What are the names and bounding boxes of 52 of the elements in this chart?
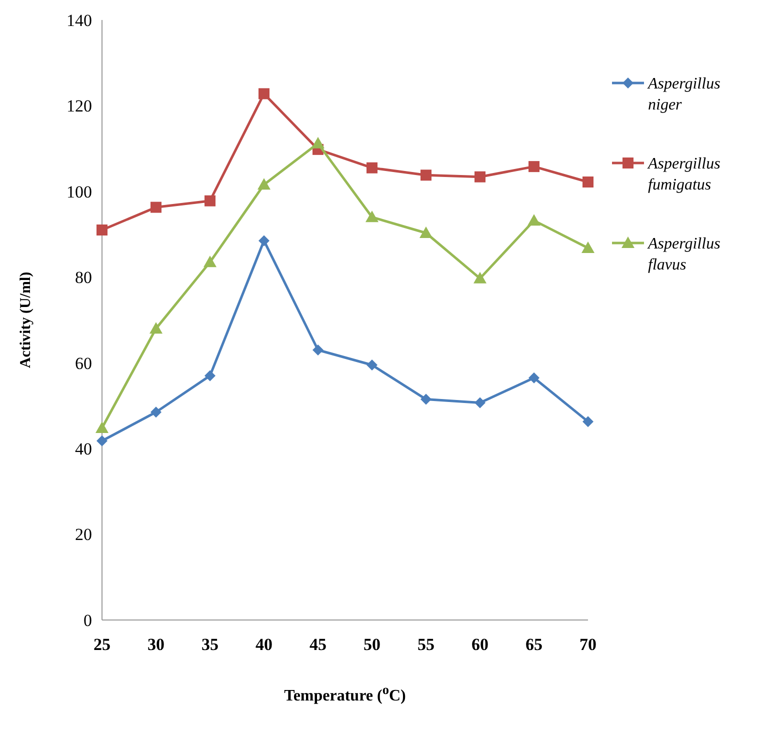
point <box>582 242 594 253</box>
x-tick-label: 45 <box>310 635 326 654</box>
point <box>204 370 216 382</box>
x-tick-label: 55 <box>418 635 434 654</box>
point <box>474 272 486 284</box>
point <box>366 210 378 222</box>
point <box>258 178 270 190</box>
point <box>366 162 378 174</box>
point <box>366 360 378 370</box>
y-tick-label: 20 <box>75 525 92 544</box>
point <box>528 161 540 172</box>
point <box>420 170 432 181</box>
x-tick-label: 65 <box>526 635 542 654</box>
point <box>204 256 216 268</box>
point <box>528 372 540 384</box>
y-axis-title: Activity (U/ml) <box>18 272 34 368</box>
point <box>150 322 162 334</box>
point <box>420 394 432 405</box>
point <box>204 195 216 206</box>
point <box>150 202 162 213</box>
y-tick-label: 100 <box>66 182 92 202</box>
x-tick-label: 50 <box>364 635 380 654</box>
point <box>258 88 270 100</box>
point <box>96 224 108 236</box>
point <box>420 226 432 238</box>
y-tick-label: 60 <box>75 354 92 373</box>
point <box>582 176 594 188</box>
y-tick-label: 80 <box>75 268 92 288</box>
x-tick-label: 25 <box>94 635 110 654</box>
y-tick-label: 0 <box>84 610 92 630</box>
y-tick-label: 120 <box>66 96 92 116</box>
point <box>474 171 486 182</box>
y-tick-label: 40 <box>75 440 92 459</box>
point <box>582 416 594 428</box>
x-tick-label: 40 <box>256 635 272 654</box>
point <box>312 344 324 356</box>
legend-label: Aspergillus flavus <box>647 236 720 274</box>
legend-label: Aspergillus niger <box>647 76 720 114</box>
point <box>312 136 324 148</box>
x-tick-label: 30 <box>148 635 164 654</box>
x-tick-label: 60 <box>472 635 488 654</box>
point <box>258 235 270 246</box>
point <box>96 422 108 433</box>
point <box>96 435 108 446</box>
x-tick-label: 35 <box>202 635 218 654</box>
x-tick-label: 70 <box>580 635 596 654</box>
point <box>474 397 486 408</box>
y-tick-label: 140 <box>66 10 92 30</box>
point <box>150 406 162 418</box>
x-axis-title: Temperature ($^{o}$C) <box>283 682 407 706</box>
legend-label: Aspergillus fumigatus <box>647 156 720 194</box>
point <box>528 214 540 226</box>
